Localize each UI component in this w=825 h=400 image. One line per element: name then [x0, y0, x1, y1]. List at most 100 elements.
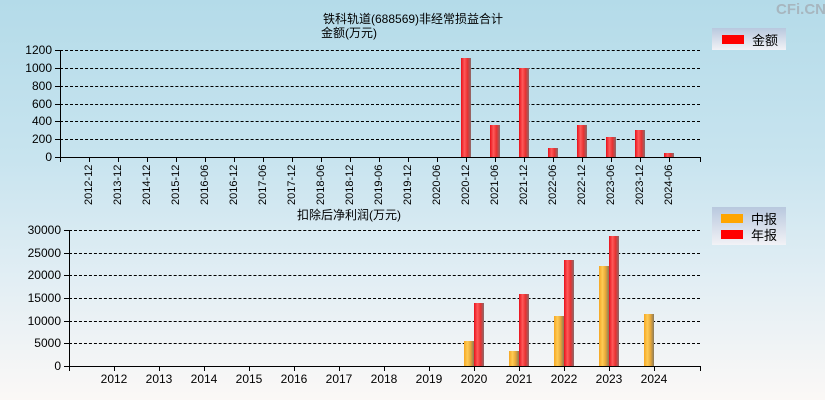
bar-amount — [519, 67, 529, 157]
x-tick-label: 2024-06 — [663, 164, 675, 205]
bar-annual — [519, 293, 529, 366]
x-tick-label: 2018 — [370, 372, 398, 386]
x-tick-mark — [495, 157, 496, 162]
y-tick-mark — [64, 343, 69, 345]
y-tick-mark — [55, 85, 60, 87]
x-tick-label: 2016-12 — [228, 164, 240, 205]
y-tick-mark — [64, 230, 69, 231]
chart-title-bottom: 扣除后净利润(万元) — [297, 208, 401, 222]
y-tick-label: 1000 — [25, 60, 52, 75]
y-tick-label: 30000 — [27, 223, 61, 237]
x-tick-label: 2022-06 — [547, 164, 559, 205]
y-tick-label: 1200 — [25, 43, 52, 57]
x-tick-label: 2015-12 — [170, 164, 182, 205]
y-tick-label: 0 — [45, 150, 52, 164]
x-tick-label: 2021 — [505, 372, 533, 386]
x-tick-label: 2013-12 — [112, 164, 124, 205]
x-tick-mark — [408, 157, 409, 162]
gridline — [69, 230, 700, 231]
y-tick-mark — [55, 103, 60, 105]
y-tick-mark — [55, 121, 60, 123]
x-tick-mark — [294, 366, 295, 371]
y-tick-label: 200 — [31, 132, 52, 147]
watermark: CFi.CN — [776, 1, 825, 18]
x-tick-label: 2017-12 — [286, 164, 298, 205]
y-tick-label: 25000 — [27, 245, 61, 260]
gridline — [60, 50, 700, 51]
gridline — [69, 320, 700, 322]
x-tick-mark — [292, 157, 293, 162]
bar-annual — [474, 302, 484, 366]
x-tick-label: 2018-06 — [315, 164, 327, 205]
bar-amount — [577, 124, 587, 157]
x-tick-label: 2019-12 — [402, 164, 414, 205]
x-tick-mark — [204, 366, 205, 371]
bar-interim — [599, 265, 609, 366]
gridline — [69, 252, 700, 254]
bar-interim — [554, 316, 564, 366]
x-tick-label: 2012 — [100, 372, 128, 386]
x-tick-mark — [654, 366, 655, 371]
y-tick-label: 400 — [31, 114, 52, 129]
gridline — [60, 85, 700, 87]
y-axis — [60, 50, 61, 157]
x-tick-mark — [640, 157, 641, 162]
y-tick-label: 0 — [54, 359, 61, 373]
x-tick-mark — [147, 157, 148, 162]
x-tick-label: 2023-12 — [634, 164, 646, 205]
x-tick-mark — [466, 157, 467, 162]
bar-amount — [461, 58, 471, 157]
x-tick-label: 2017 — [325, 372, 353, 386]
y-tick-mark — [55, 139, 60, 141]
x-tick-mark — [89, 157, 90, 162]
x-tick-label: 2013 — [145, 372, 173, 386]
y-axis — [69, 230, 70, 366]
x-tick-label: 2017-06 — [257, 164, 269, 205]
x-tick-label: 2022 — [550, 372, 578, 386]
x-tick-label: 2022-12 — [576, 164, 588, 205]
x-tick-mark — [564, 366, 565, 371]
x-tick-mark — [321, 157, 322, 162]
x-tick-mark — [205, 157, 206, 162]
y-tick-mark — [55, 50, 60, 51]
x-tick-mark — [339, 366, 340, 371]
x-tick-mark — [611, 157, 612, 162]
gridline — [60, 121, 700, 123]
x-tick-mark — [524, 157, 525, 162]
x-tick-mark — [60, 157, 61, 162]
x-tick-mark — [700, 157, 701, 162]
x-tick-mark — [118, 157, 119, 162]
x-tick-mark — [437, 157, 438, 162]
plot-area-top: 0 200 400 600 800 1000 1200 2012-12 2013-12 2014-… — [25, 43, 701, 205]
y-tick-label: 5000 — [34, 336, 61, 351]
x-axis — [60, 157, 700, 158]
bar-annual — [609, 235, 619, 366]
bar-amount — [635, 129, 645, 157]
gridline — [69, 298, 700, 299]
legend-top: 金额 — [712, 28, 786, 50]
x-tick-mark — [176, 157, 177, 162]
x-tick-mark — [582, 157, 583, 162]
x-tick-label: 2015 — [235, 372, 263, 386]
legend-swatch-annual — [721, 229, 743, 239]
y-tick-mark — [64, 275, 69, 277]
x-tick-mark — [379, 157, 380, 162]
y-tick-label: 20000 — [27, 268, 61, 283]
x-tick-label: 2021-12 — [518, 164, 530, 205]
x-tick-mark — [519, 366, 520, 371]
y-tick-label: 15000 — [27, 291, 61, 305]
gridline — [60, 67, 700, 69]
x-tick-label: 2016 — [280, 372, 308, 386]
y-tick-mark — [64, 366, 69, 367]
legend-swatch-interim — [721, 213, 743, 223]
x-tick-mark — [669, 157, 670, 162]
x-tick-label: 2024 — [640, 372, 668, 386]
bar-interim — [644, 314, 654, 366]
x-tick-mark — [700, 366, 701, 371]
y-tick-mark — [64, 252, 69, 254]
x-tick-mark — [384, 366, 385, 371]
x-tick-label: 2012-12 — [83, 164, 95, 205]
x-tick-label: 2014-12 — [141, 164, 153, 205]
legend-label-amount: 金额 — [752, 32, 779, 48]
y-tick-mark — [55, 67, 60, 69]
